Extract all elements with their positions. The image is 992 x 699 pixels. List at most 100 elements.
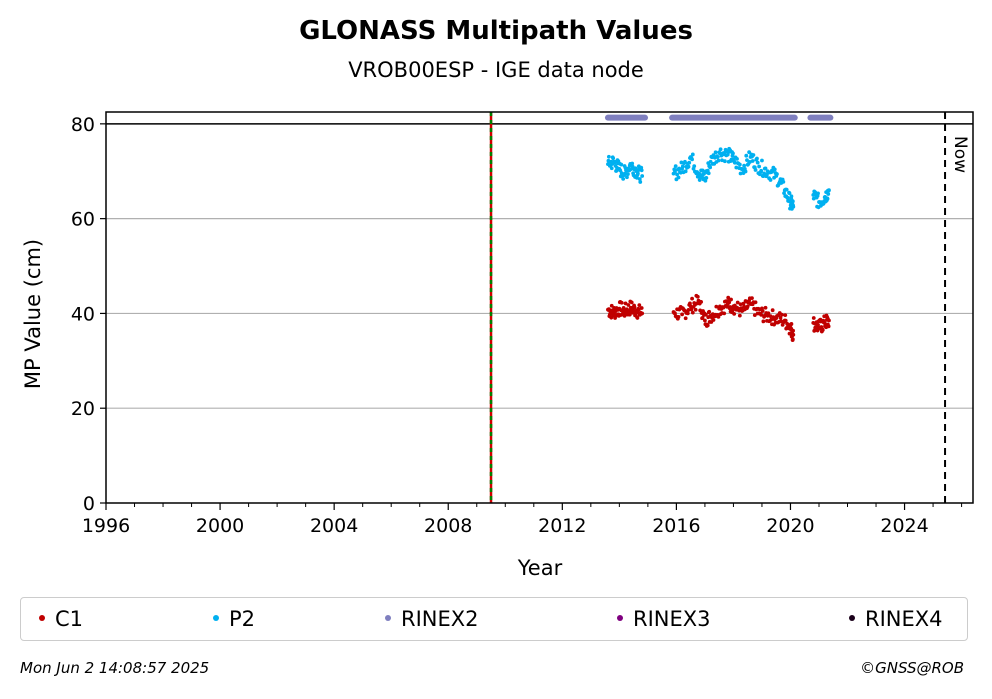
c1-point xyxy=(707,309,712,314)
c1-point xyxy=(820,328,825,332)
c1-point xyxy=(714,304,719,309)
p2-point xyxy=(708,165,713,170)
p2-point xyxy=(718,147,723,152)
c1-point xyxy=(759,312,764,317)
y-tick-label: 40 xyxy=(71,303,95,325)
p2-point xyxy=(700,168,705,173)
p2-point xyxy=(635,171,640,176)
p2-point xyxy=(738,171,743,176)
p2-point xyxy=(816,191,820,196)
y-tick-label: 20 xyxy=(71,398,95,420)
p2-point xyxy=(791,204,796,209)
c1-point xyxy=(695,294,700,299)
c1-point xyxy=(811,316,816,320)
p2-point xyxy=(751,153,756,157)
p2-point xyxy=(772,167,777,172)
c1-point xyxy=(686,308,691,312)
c1-point xyxy=(690,310,695,315)
p2-point xyxy=(753,168,758,172)
plot-frame xyxy=(105,111,974,504)
legend-label-rinex3: RINEX3 xyxy=(633,607,711,631)
c1-point xyxy=(685,311,690,316)
c1-point xyxy=(637,303,642,307)
p2-point xyxy=(759,168,764,173)
x-axis-label: Year xyxy=(517,556,563,580)
p2-point xyxy=(747,160,752,164)
c1-point xyxy=(827,318,831,323)
c1-point xyxy=(690,296,694,301)
reference-lines: Now xyxy=(106,112,973,503)
p2-point xyxy=(731,151,735,156)
c1-point xyxy=(683,316,688,321)
c1-point xyxy=(629,300,634,305)
c1-point xyxy=(789,322,794,326)
p2-point xyxy=(781,179,786,184)
p2-point xyxy=(635,175,639,180)
c1-point xyxy=(688,304,693,309)
p2-point xyxy=(789,194,794,199)
p2-point xyxy=(811,196,816,201)
c1-point xyxy=(750,296,754,300)
p2-point xyxy=(762,171,766,176)
p2-point xyxy=(755,156,759,161)
p2-point xyxy=(768,178,773,182)
c1-point xyxy=(728,305,733,309)
c1-point xyxy=(737,308,742,313)
p2-point xyxy=(680,164,685,169)
chart-title: GLONASS Multipath Values xyxy=(299,16,693,46)
p2-point xyxy=(675,172,680,177)
x-tick-label: 2020 xyxy=(766,515,814,537)
c1-point xyxy=(689,307,694,312)
c1-point xyxy=(778,315,783,320)
p2-point xyxy=(742,163,747,168)
c1-point xyxy=(791,328,795,333)
p2-point xyxy=(690,157,694,162)
p2-point xyxy=(626,172,630,176)
p2-point xyxy=(745,158,749,163)
c1-point xyxy=(626,303,631,307)
p2-point xyxy=(625,175,629,180)
p2-point xyxy=(640,174,645,178)
c1-point xyxy=(639,306,644,310)
p2-point xyxy=(784,187,789,192)
c1-point xyxy=(791,332,796,337)
c1-point xyxy=(741,301,746,306)
p2-point xyxy=(679,160,684,165)
copyright-notice: ©GNSS@ROB xyxy=(860,659,964,677)
c1-point xyxy=(726,295,731,300)
c1-point xyxy=(732,311,737,316)
legend-label-c1: C1 xyxy=(55,607,84,631)
legend-label-p2: P2 xyxy=(229,607,256,631)
now-label: Now xyxy=(950,136,970,173)
c1-point xyxy=(735,300,740,305)
axes: 0 20 40 60 80 1996 2000 2004 2008 2012 2016 2020 202… xyxy=(71,114,963,537)
x-tick-label: 2024 xyxy=(880,515,928,537)
c1-point xyxy=(752,313,757,318)
p2-point xyxy=(623,171,627,176)
c1-point xyxy=(760,309,765,313)
p2-point xyxy=(735,156,739,161)
p2-point xyxy=(716,158,721,163)
p2-point xyxy=(782,191,786,196)
p2-point xyxy=(826,192,831,196)
p2-point xyxy=(725,152,730,157)
c1-point xyxy=(737,313,742,318)
p2-point xyxy=(787,191,792,196)
p2-point xyxy=(606,154,611,159)
legend-item-rinex3: RINEX3 xyxy=(617,606,711,632)
x-tick-label: 2016 xyxy=(652,515,700,537)
p2-point xyxy=(790,199,795,204)
p2-point xyxy=(609,166,614,171)
p2-point xyxy=(639,168,644,173)
c1-point xyxy=(790,337,795,342)
legend-marker-c1 xyxy=(39,615,45,621)
p2-point xyxy=(621,176,626,181)
p2-point xyxy=(704,176,709,180)
c1-point xyxy=(768,314,773,319)
x-tick-label: 2004 xyxy=(310,515,358,537)
c1-point xyxy=(703,318,707,323)
p2-point xyxy=(785,195,790,200)
p2-point xyxy=(611,156,616,161)
p2-point xyxy=(732,160,737,165)
